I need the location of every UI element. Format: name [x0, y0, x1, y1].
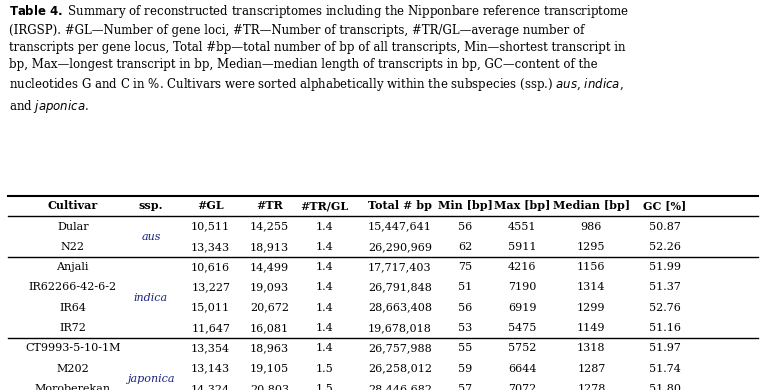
Text: 26,757,988: 26,757,988	[368, 343, 432, 353]
Text: Anjali: Anjali	[57, 262, 89, 272]
Text: 10,511: 10,511	[191, 222, 231, 232]
Text: 1149: 1149	[577, 323, 606, 333]
Text: 17,717,403: 17,717,403	[368, 262, 432, 272]
Text: 52.76: 52.76	[649, 303, 681, 313]
Text: 28,663,408: 28,663,408	[368, 303, 432, 313]
Text: 1295: 1295	[577, 242, 606, 252]
Text: Dular: Dular	[57, 222, 89, 232]
Text: 5752: 5752	[508, 343, 537, 353]
Text: 19,105: 19,105	[250, 363, 290, 374]
Text: ssp.: ssp.	[139, 200, 163, 211]
Text: 51.97: 51.97	[649, 343, 681, 353]
Text: 13,227: 13,227	[192, 282, 230, 292]
Text: 53: 53	[458, 323, 472, 333]
Text: japonica: japonica	[127, 374, 175, 384]
Text: GC [%]: GC [%]	[643, 200, 686, 211]
Text: 19,678,018: 19,678,018	[368, 323, 432, 333]
Text: 56: 56	[458, 303, 472, 313]
Text: 26,791,848: 26,791,848	[368, 282, 432, 292]
Text: 13,343: 13,343	[191, 242, 231, 252]
Text: N22: N22	[61, 242, 85, 252]
Text: 5475: 5475	[508, 323, 537, 333]
Text: 1.4: 1.4	[316, 262, 334, 272]
Text: 1.4: 1.4	[316, 242, 334, 252]
Text: 51: 51	[458, 282, 472, 292]
Text: 1.4: 1.4	[316, 343, 334, 353]
Text: 10,616: 10,616	[191, 262, 231, 272]
Text: 986: 986	[581, 222, 602, 232]
Text: 1314: 1314	[577, 282, 606, 292]
Text: 1.4: 1.4	[316, 282, 334, 292]
Text: 11,647: 11,647	[192, 323, 230, 333]
Text: 1318: 1318	[577, 343, 606, 353]
Text: 1278: 1278	[577, 384, 606, 390]
Text: 15,011: 15,011	[191, 303, 231, 313]
Text: 1.5: 1.5	[316, 384, 334, 390]
Text: 56: 56	[458, 222, 472, 232]
Text: 1.4: 1.4	[316, 303, 334, 313]
Text: 19,093: 19,093	[250, 282, 290, 292]
Text: 1.4: 1.4	[316, 222, 334, 232]
Text: 1287: 1287	[577, 363, 606, 374]
Text: 51.74: 51.74	[649, 363, 681, 374]
Text: Total # bp: Total # bp	[368, 200, 432, 211]
Text: 26,290,969: 26,290,969	[368, 242, 432, 252]
Text: Min [bp]: Min [bp]	[437, 200, 493, 211]
Text: 14,255: 14,255	[250, 222, 290, 232]
Text: 18,913: 18,913	[250, 242, 290, 252]
Text: 1299: 1299	[577, 303, 606, 313]
Text: 75: 75	[458, 262, 472, 272]
Text: 28,446,682: 28,446,682	[368, 384, 432, 390]
Text: 6919: 6919	[508, 303, 537, 313]
Text: Max [bp]: Max [bp]	[494, 200, 551, 211]
Text: IR64: IR64	[59, 303, 87, 313]
Text: 15,447,641: 15,447,641	[368, 222, 432, 232]
Text: 18,963: 18,963	[250, 343, 290, 353]
Text: 51.37: 51.37	[649, 282, 681, 292]
Text: 57: 57	[458, 384, 472, 390]
Text: 26,258,012: 26,258,012	[368, 363, 432, 374]
Text: aus: aus	[141, 232, 161, 242]
Text: 4551: 4551	[508, 222, 537, 232]
Text: 55: 55	[458, 343, 472, 353]
Text: 1156: 1156	[577, 262, 606, 272]
Text: 20,672: 20,672	[250, 303, 289, 313]
Text: indica: indica	[134, 292, 168, 303]
Text: M202: M202	[57, 363, 89, 374]
Text: 13,354: 13,354	[191, 343, 231, 353]
Text: 50.87: 50.87	[649, 222, 681, 232]
Text: 7190: 7190	[508, 282, 537, 292]
Text: Moroberekan: Moroberekan	[34, 384, 111, 390]
Text: 51.99: 51.99	[649, 262, 681, 272]
Text: 14,499: 14,499	[250, 262, 290, 272]
Text: 20,803: 20,803	[250, 384, 290, 390]
Text: 1.5: 1.5	[316, 363, 334, 374]
Text: #TR/GL: #TR/GL	[301, 200, 349, 211]
Text: 16,081: 16,081	[250, 323, 290, 333]
Text: 4216: 4216	[508, 262, 537, 272]
Text: 51.80: 51.80	[649, 384, 681, 390]
Text: CT9993-5-10-1M: CT9993-5-10-1M	[25, 343, 120, 353]
Text: 6644: 6644	[508, 363, 537, 374]
Text: Median [bp]: Median [bp]	[553, 200, 630, 211]
Text: IR62266-42-6-2: IR62266-42-6-2	[28, 282, 117, 292]
Text: 5911: 5911	[508, 242, 537, 252]
Text: $\mathbf{Table\ 4.}$ Summary of reconstructed transcriptomes including the Nippo: $\mathbf{Table\ 4.}$ Summary of reconstr…	[9, 3, 630, 115]
Text: 14,324: 14,324	[191, 384, 231, 390]
Text: 52.26: 52.26	[649, 242, 681, 252]
Text: IR72: IR72	[59, 323, 87, 333]
Text: 62: 62	[458, 242, 472, 252]
Text: 13,143: 13,143	[191, 363, 231, 374]
Text: 59: 59	[458, 363, 472, 374]
Text: 1.4: 1.4	[316, 323, 334, 333]
Text: #TR: #TR	[257, 200, 283, 211]
Text: 51.16: 51.16	[649, 323, 681, 333]
Text: #GL: #GL	[198, 200, 224, 211]
Text: Cultivar: Cultivar	[47, 200, 98, 211]
Text: 7072: 7072	[509, 384, 536, 390]
